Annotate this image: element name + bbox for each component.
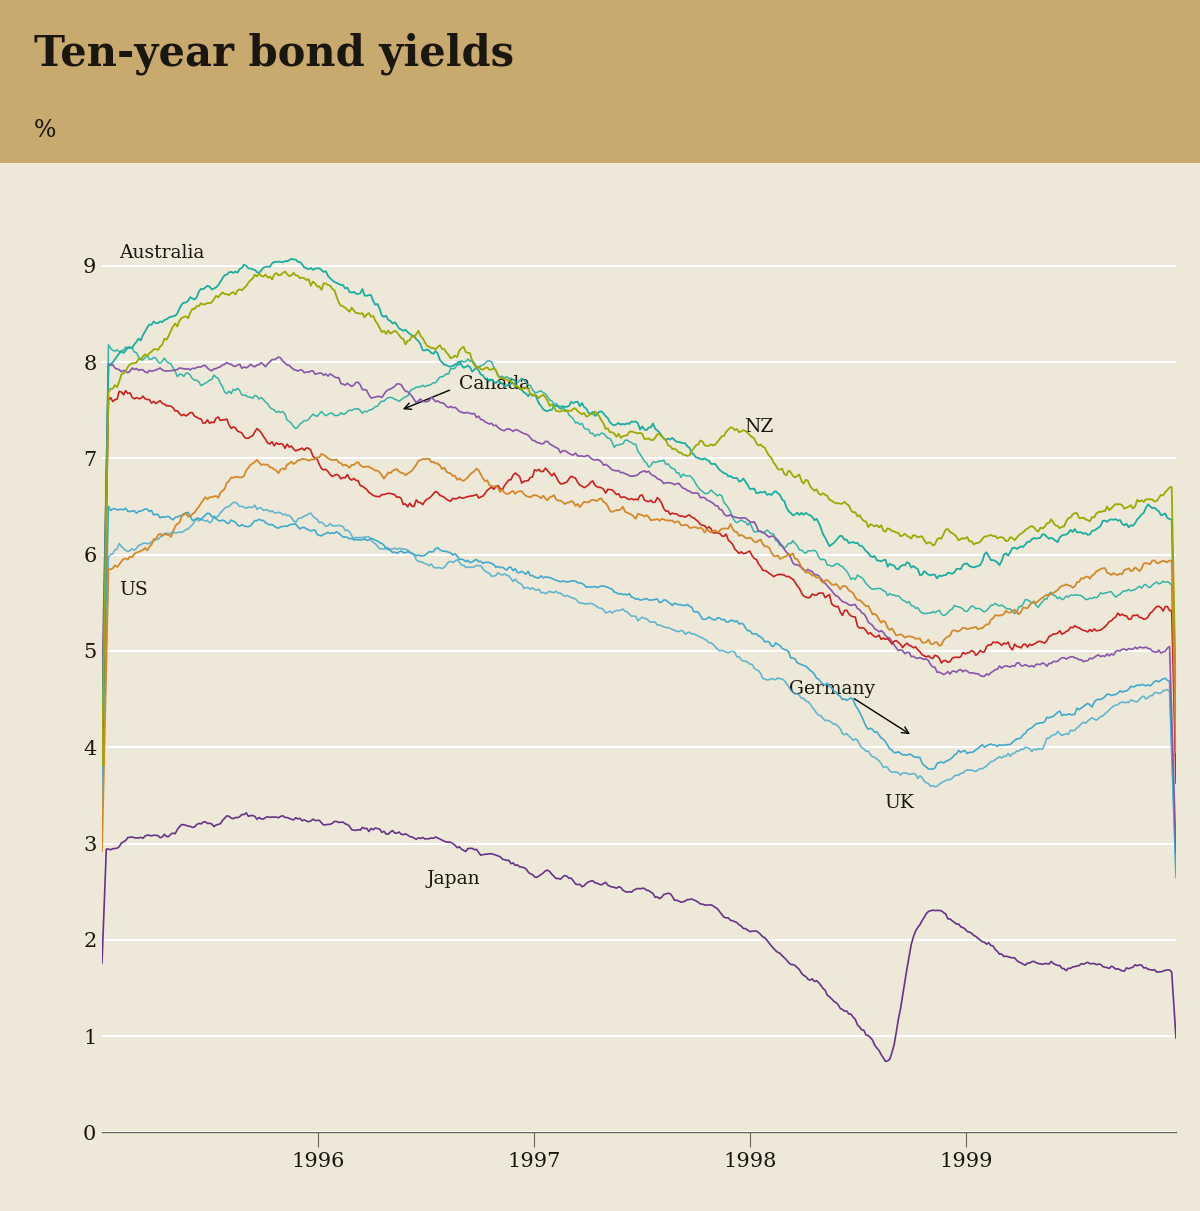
Text: Ten-year bond yields: Ten-year bond yields xyxy=(34,33,514,75)
Text: UK: UK xyxy=(884,794,914,811)
Text: Japan: Japan xyxy=(426,869,480,888)
Text: Australia: Australia xyxy=(119,245,205,263)
Text: %: % xyxy=(34,120,56,143)
Text: NZ: NZ xyxy=(744,418,773,436)
Text: US: US xyxy=(119,581,148,599)
Text: Canada: Canada xyxy=(458,375,530,394)
Text: Germany: Germany xyxy=(790,681,875,699)
